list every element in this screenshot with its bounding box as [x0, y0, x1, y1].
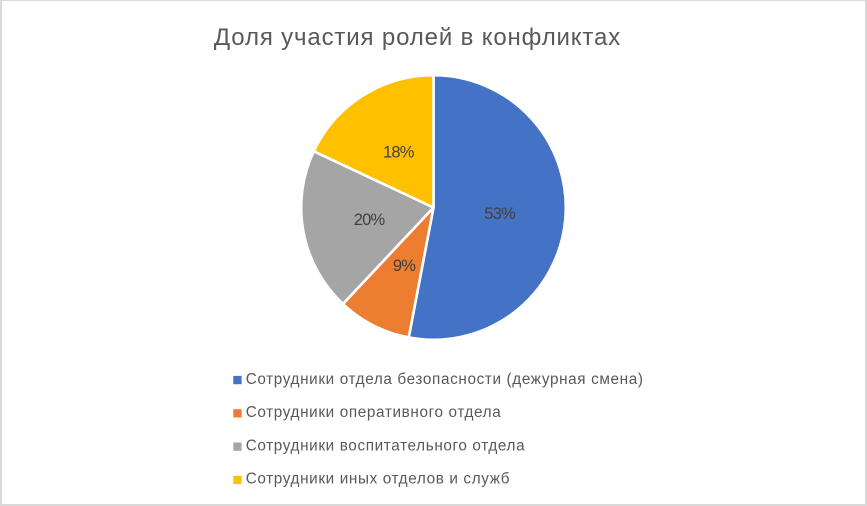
svg-text:53%: 53% [484, 205, 516, 223]
svg-text:18%: 18% [383, 144, 415, 162]
svg-text:Сотрудники иных отделов и служ: Сотрудники иных отделов и служб [246, 471, 510, 488]
svg-text:20%: 20% [354, 211, 386, 229]
svg-text:Сотрудники отдела безопасности: Сотрудники отдела безопасности (дежурная… [246, 371, 644, 388]
svg-text:Сотрудники воспитательного отд: Сотрудники воспитательного отдела [246, 437, 526, 454]
svg-text:Сотрудники оперативного отдела: Сотрудники оперативного отдела [246, 404, 502, 421]
svg-text:9%: 9% [393, 257, 416, 275]
svg-text:Доля участия ролей в конфликта: Доля участия ролей в конфликтах [214, 24, 621, 51]
